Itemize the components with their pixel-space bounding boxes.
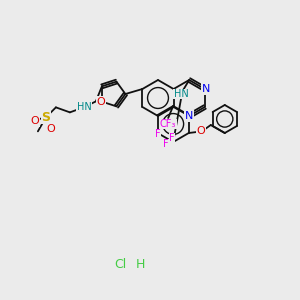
Text: O: O [31, 116, 39, 126]
Text: CF₃: CF₃ [160, 119, 176, 129]
Text: N: N [185, 111, 194, 121]
Text: O: O [46, 124, 55, 134]
Text: F: F [169, 133, 175, 143]
Text: Cl: Cl [114, 259, 126, 272]
Text: F: F [155, 129, 161, 139]
Text: HN: HN [174, 89, 189, 99]
Text: O: O [97, 97, 105, 106]
Text: H: H [135, 259, 145, 272]
Text: O: O [196, 126, 205, 136]
Text: F: F [164, 139, 169, 149]
Text: N: N [202, 84, 210, 94]
Text: HN: HN [76, 102, 91, 112]
Text: S: S [41, 111, 50, 124]
